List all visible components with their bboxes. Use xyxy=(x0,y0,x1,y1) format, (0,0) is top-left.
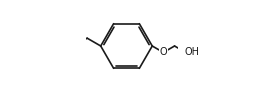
Text: O: O xyxy=(159,47,167,57)
Text: OH: OH xyxy=(184,47,199,56)
